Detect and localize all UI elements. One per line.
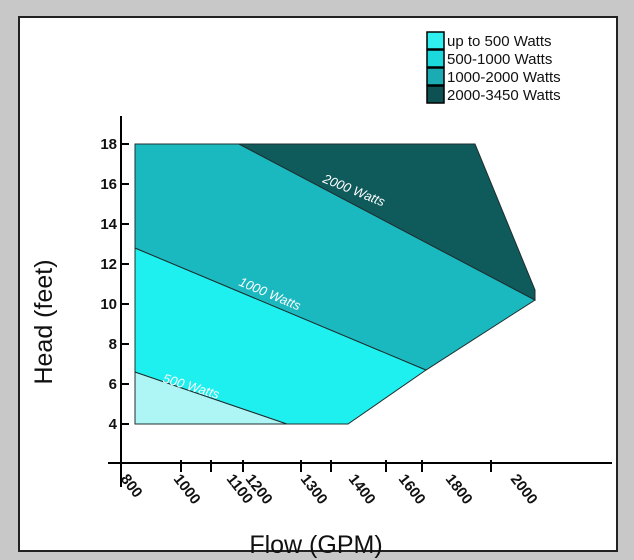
legend-swatch-3 [426, 85, 445, 104]
legend-swatch-2 [426, 67, 445, 86]
y-tick-label-14: 14 [100, 216, 117, 233]
x-tick-label-1000: 1000 [170, 471, 204, 508]
legend-label-1: 500-1000 Watts [447, 51, 552, 68]
legend-label-3: 2000-3450 Watts [447, 87, 561, 104]
y-tick-label-10: 10 [100, 296, 117, 313]
x-tick-label-1300: 1300 [297, 471, 331, 508]
x-axis-title: Flow (GPM) [249, 531, 382, 559]
y-tick-label-4: 4 [109, 416, 118, 433]
x-tick-label-2000: 2000 [507, 471, 541, 508]
y-tick-label-18: 18 [100, 136, 117, 153]
legend-swatch-0 [426, 31, 445, 50]
y-tick-label-6: 6 [109, 376, 117, 393]
y-tick-label-8: 8 [109, 336, 117, 353]
y-axis-title: Head (feet) [30, 259, 58, 384]
legend-label-0: up to 500 Watts [447, 33, 552, 50]
region-3 [238, 143, 536, 301]
legend-label-2: 1000-2000 Watts [447, 69, 561, 86]
regions-layer [134, 143, 536, 425]
x-tick-label-1800: 1800 [442, 471, 476, 508]
y-tick-label-12: 12 [100, 256, 117, 273]
region-1 [134, 247, 428, 425]
legend-swatch-1 [426, 49, 445, 68]
x-tick-label-1600: 1600 [395, 471, 429, 508]
y-tick-label-16: 16 [100, 176, 117, 193]
x-tick-label-1400: 1400 [345, 471, 379, 508]
